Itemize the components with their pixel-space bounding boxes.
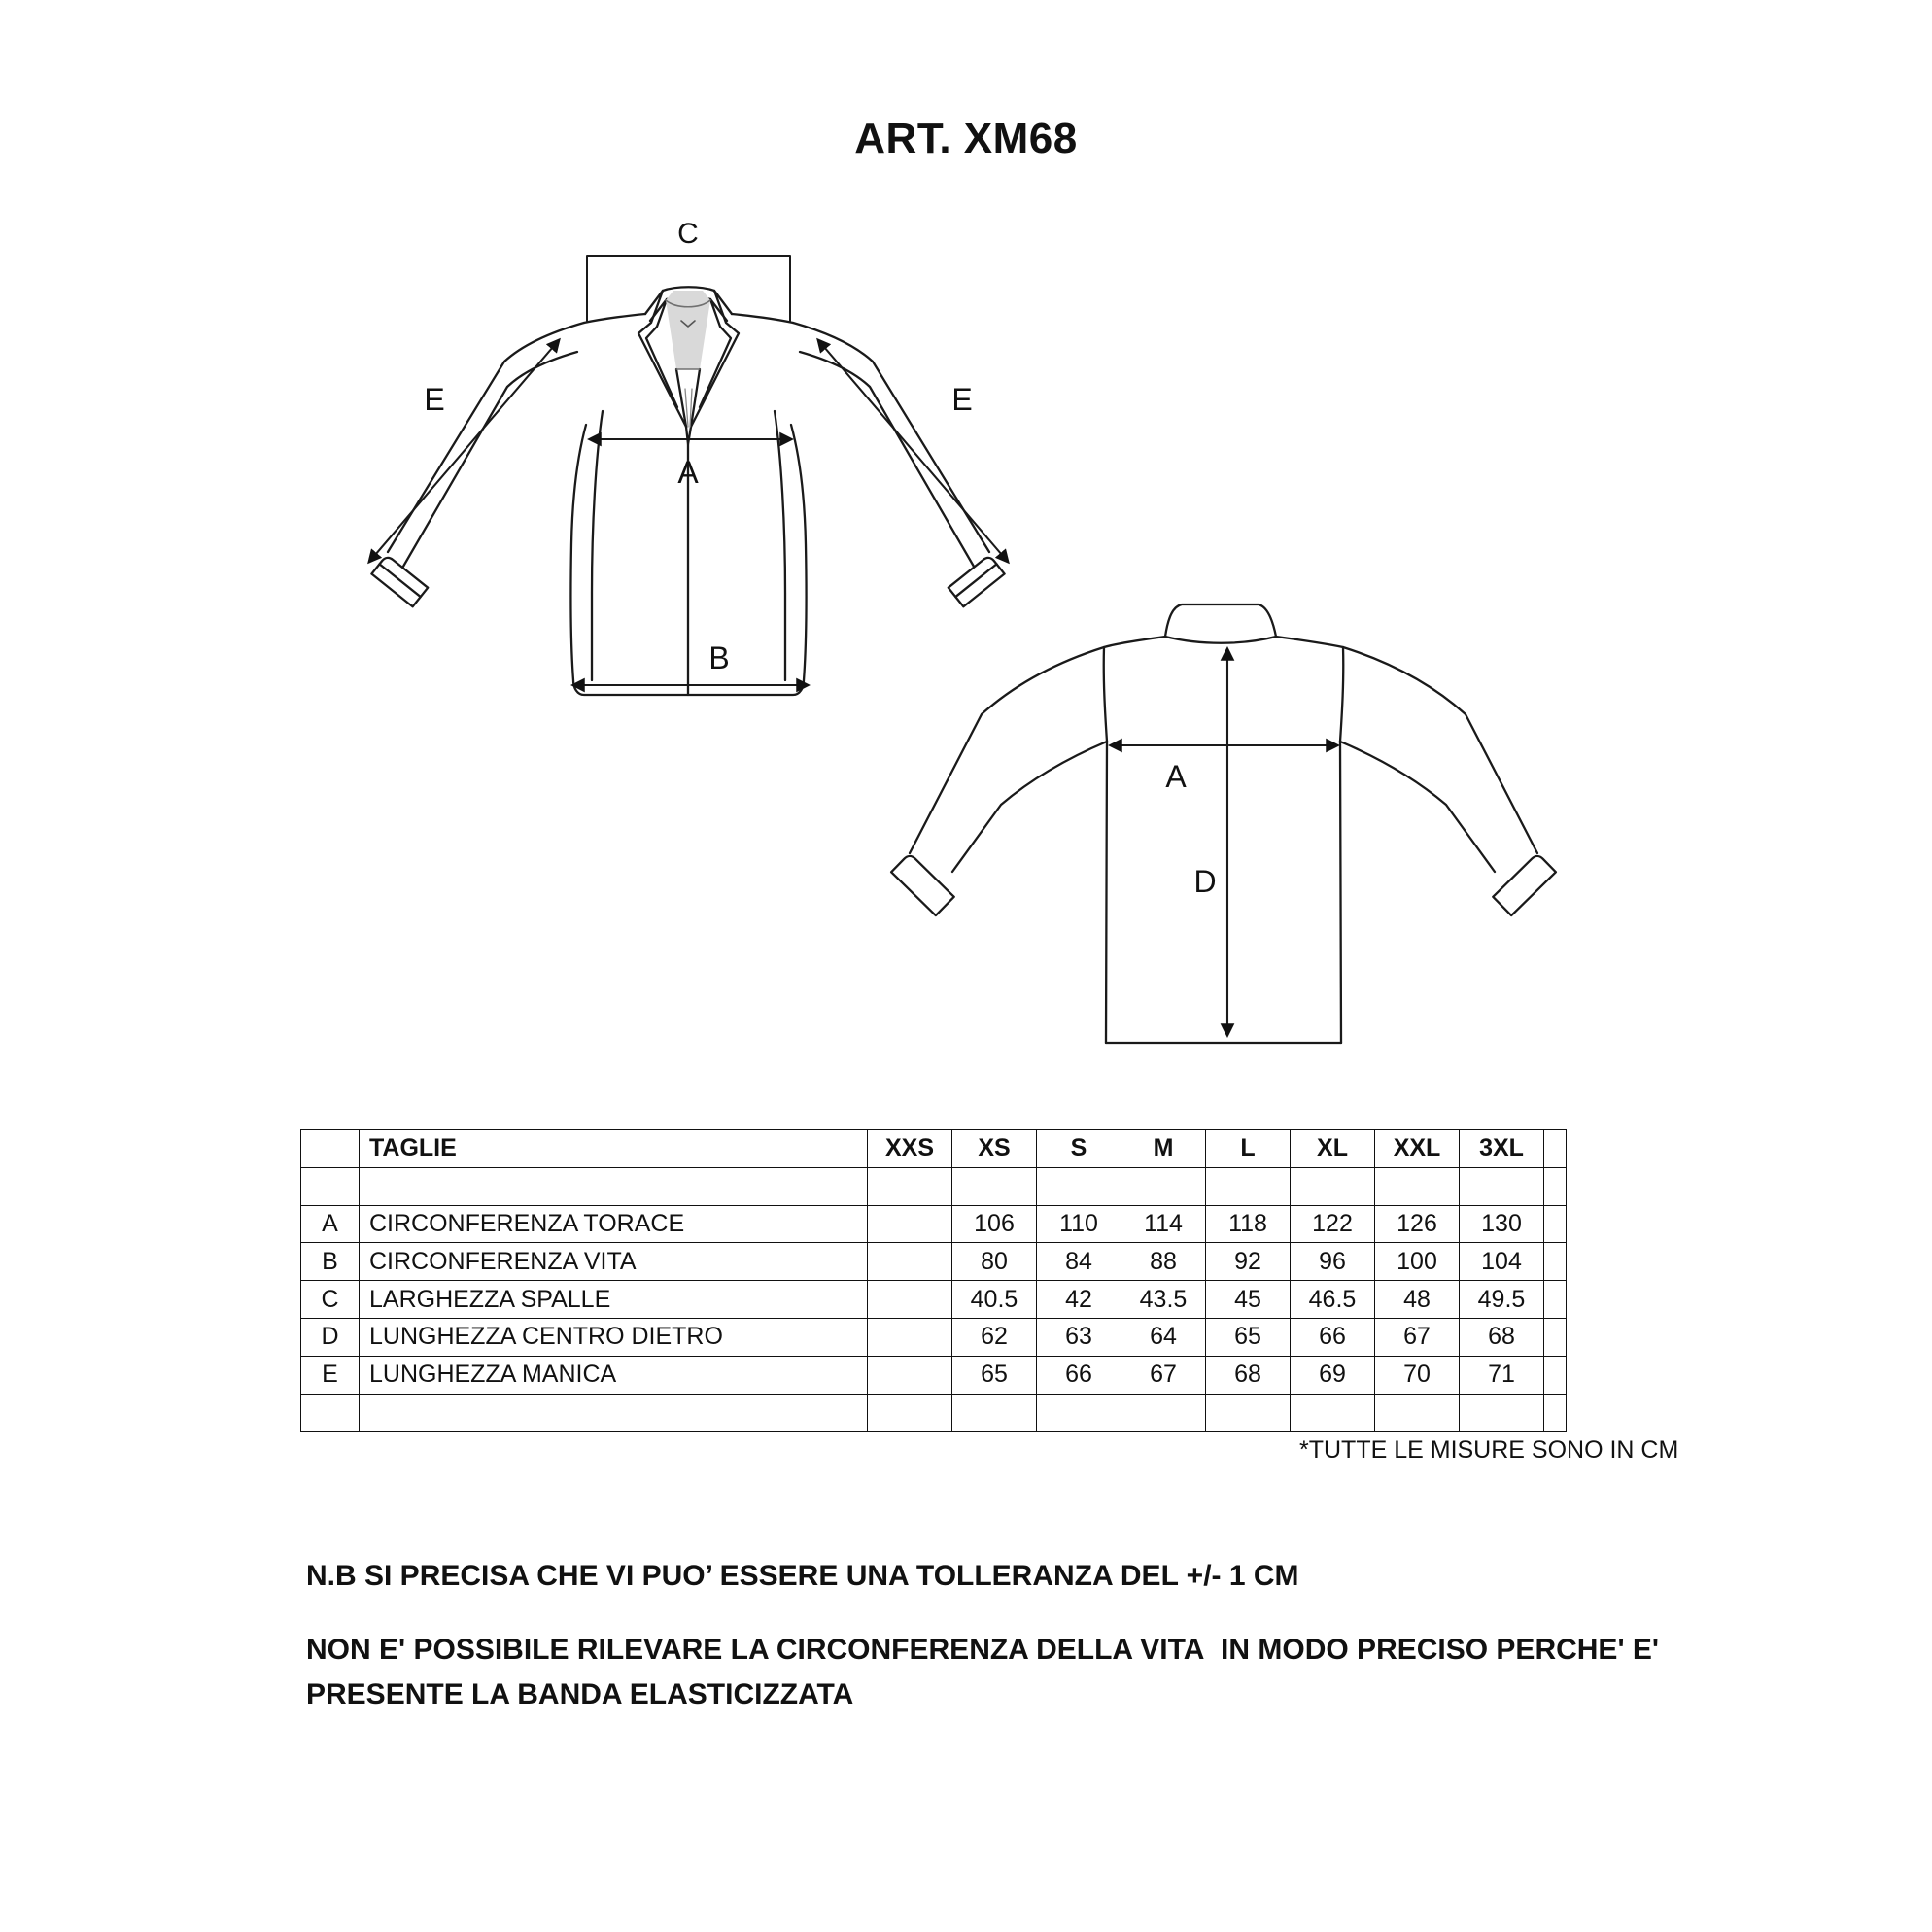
svg-text:E: E [951, 382, 972, 417]
svg-text:B: B [708, 640, 729, 675]
svg-text:E: E [424, 382, 444, 417]
svg-text:A: A [1165, 759, 1187, 794]
svg-text:D: D [1193, 864, 1216, 899]
svg-text:A: A [677, 455, 699, 490]
svg-text:C: C [677, 218, 699, 250]
